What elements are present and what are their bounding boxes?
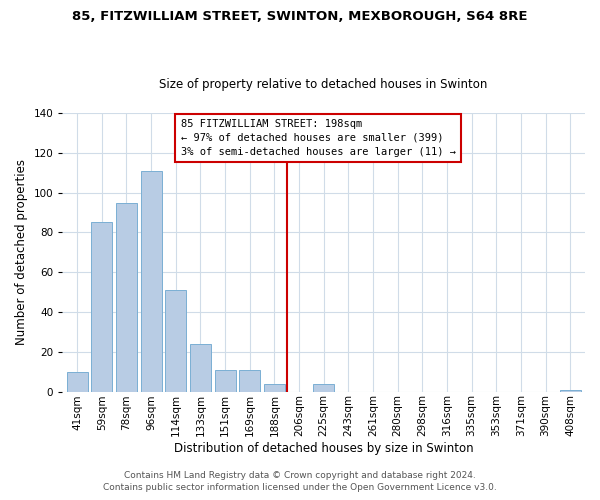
Bar: [116, 202, 137, 392]
Y-axis label: Number of detached properties: Number of detached properties: [15, 160, 28, 346]
Bar: [165, 290, 186, 392]
Bar: [560, 390, 581, 392]
Text: 85 FITZWILLIAM STREET: 198sqm
← 97% of detached houses are smaller (399)
3% of s: 85 FITZWILLIAM STREET: 198sqm ← 97% of d…: [181, 119, 455, 157]
Bar: [190, 344, 211, 392]
Bar: [140, 170, 161, 392]
Bar: [215, 370, 236, 392]
Title: Size of property relative to detached houses in Swinton: Size of property relative to detached ho…: [160, 78, 488, 91]
Bar: [91, 222, 112, 392]
Bar: [313, 384, 334, 392]
Bar: [239, 370, 260, 392]
Bar: [264, 384, 285, 392]
Text: Contains HM Land Registry data © Crown copyright and database right 2024.
Contai: Contains HM Land Registry data © Crown c…: [103, 471, 497, 492]
Bar: [67, 372, 88, 392]
X-axis label: Distribution of detached houses by size in Swinton: Distribution of detached houses by size …: [174, 442, 473, 455]
Text: 85, FITZWILLIAM STREET, SWINTON, MEXBOROUGH, S64 8RE: 85, FITZWILLIAM STREET, SWINTON, MEXBORO…: [72, 10, 528, 23]
